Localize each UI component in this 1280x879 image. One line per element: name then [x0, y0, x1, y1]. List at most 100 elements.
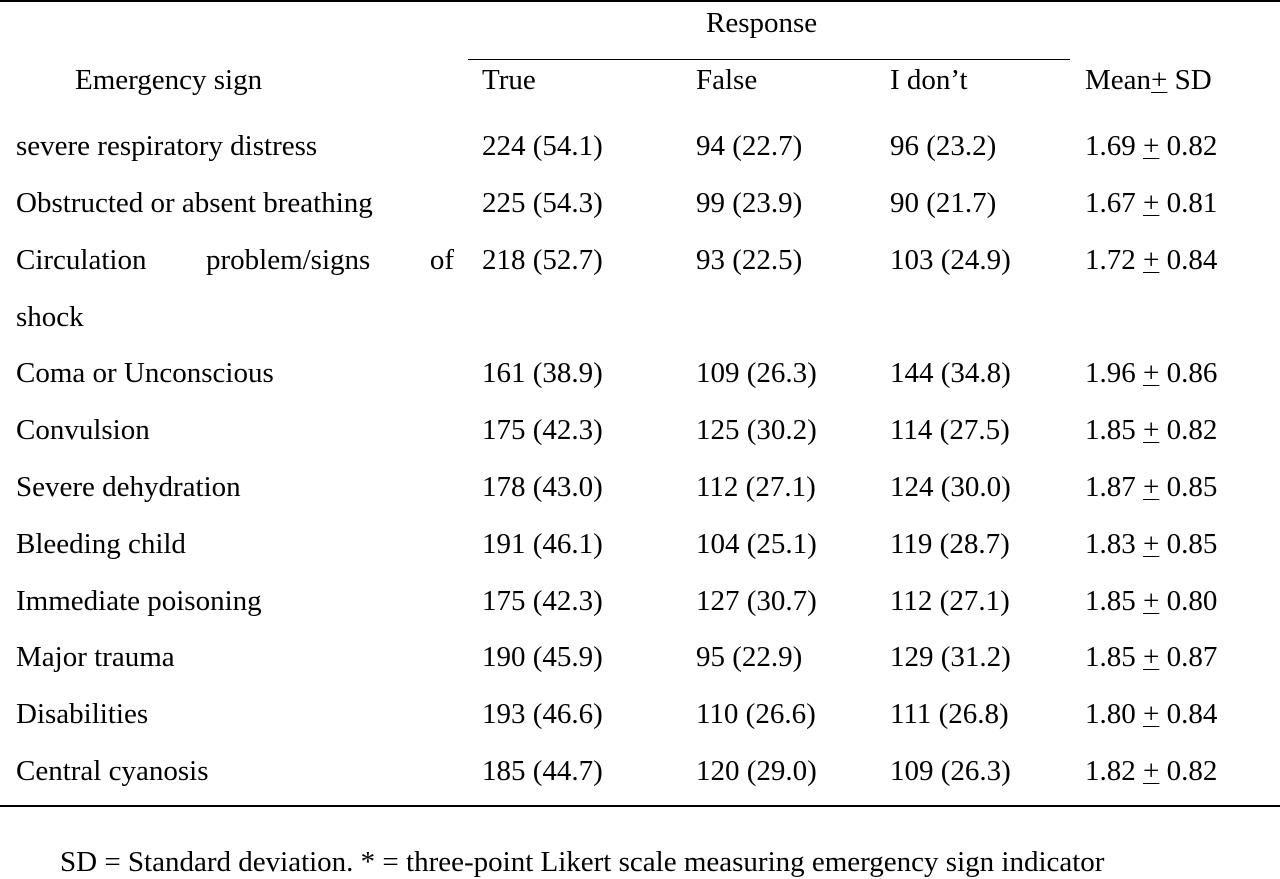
mean-value: 1.87 — [1085, 471, 1136, 503]
mean-sd-cell: 1.67 + 0.81 — [1085, 186, 1217, 220]
plus-minus-symbol: + — [1143, 130, 1160, 162]
mean-value: 1.69 — [1085, 130, 1136, 162]
emergency-sign-cell: Disabilities — [16, 698, 149, 730]
emergency-sign-cell: Bleeding child — [16, 528, 186, 560]
plus-minus-symbol: + — [1143, 755, 1160, 787]
mean-sd-cell: 1.82 + 0.82 — [1085, 754, 1217, 788]
mean-sd-cell: 1.85 + 0.82 — [1085, 413, 1217, 447]
table-row: Central cyanosis 185 (44.7) 120 (29.0) 109 … — [0, 754, 1280, 811]
emergency-sign-cell: Major trauma — [16, 641, 175, 673]
emergency-sign-cell: Obstructed or absent breathing — [16, 187, 373, 219]
plus-minus-symbol: + — [1143, 414, 1160, 446]
idk-count-cell: 90 (21.7) — [890, 187, 997, 219]
table-row: severe respiratory distress 224 (54.1) 94 … — [0, 129, 1280, 186]
mean-sd-cell: 1.80 + 0.84 — [1085, 697, 1217, 731]
false-count-cell: 93 (22.5) — [696, 244, 803, 276]
idk-header: I don’t — [890, 64, 968, 96]
false-header: False — [696, 64, 758, 96]
sd-value: 0.82 — [1166, 414, 1218, 446]
sd-value: 0.86 — [1166, 357, 1218, 389]
true-count-cell: 193 (46.6) — [482, 698, 603, 730]
table-row: Disabilities 193 (46.6) 110 (26.6) 111 (26.… — [0, 697, 1280, 754]
false-count-cell: 99 (23.9) — [696, 187, 803, 219]
true-header: True — [482, 64, 536, 96]
emergency-sign-cell: Coma or Unconscious — [16, 357, 274, 389]
false-count-cell: 125 (30.2) — [696, 414, 817, 446]
mean-value: 1.67 — [1085, 187, 1136, 219]
mean-sd-cell: 1.96 + 0.86 — [1085, 356, 1217, 390]
mean-sd-header: Mean+ SD — [1085, 63, 1212, 97]
idk-count-cell: 96 (23.2) — [890, 130, 997, 162]
plus-minus-symbol: + — [1151, 64, 1168, 96]
idk-count-cell: 114 (27.5) — [890, 414, 1010, 446]
mean-sd-cell: 1.72 + 0.84 — [1085, 243, 1217, 277]
mean-value: 1.80 — [1085, 698, 1136, 730]
sd-value: 0.82 — [1166, 755, 1218, 787]
mean-sd-cell: 1.85 + 0.80 — [1085, 584, 1217, 618]
idk-count-cell: 124 (30.0) — [890, 471, 1011, 503]
true-count-cell: 191 (46.1) — [482, 528, 603, 560]
table-row: Coma or Unconscious 161 (38.9) 109 (26.3) 1… — [0, 356, 1280, 413]
mean-sd-cell: 1.69 + 0.82 — [1085, 129, 1217, 163]
emergency-sign-cell: Severe dehydration — [16, 471, 241, 503]
idk-count-cell: 103 (24.9) — [890, 244, 1011, 276]
mean-value: 1.72 — [1085, 244, 1136, 276]
plus-minus-symbol: + — [1143, 641, 1160, 673]
response-header-rule — [468, 59, 1070, 60]
sign-word: Circulation — [16, 244, 147, 276]
true-count-cell: 161 (38.9) — [482, 357, 603, 389]
plus-minus-symbol: + — [1143, 528, 1160, 560]
false-count-cell: 110 (26.6) — [696, 698, 816, 730]
true-count-cell: 190 (45.9) — [482, 641, 603, 673]
true-count-cell: 178 (43.0) — [482, 471, 603, 503]
table-row: Severe dehydration 178 (43.0) 112 (27.1) 12… — [0, 470, 1280, 527]
idk-count-cell: 111 (26.8) — [890, 698, 1009, 730]
mean-sd-cell: 1.87 + 0.85 — [1085, 470, 1217, 504]
idk-count-cell: 129 (31.2) — [890, 641, 1011, 673]
sd-value: 0.84 — [1166, 698, 1218, 730]
sd-value: 0.84 — [1166, 244, 1218, 276]
table-row: Convulsion 175 (42.3) 125 (30.2) 114 (27.5)… — [0, 413, 1280, 470]
emergency-sign-cell: Circulation problem/signs of — [16, 243, 454, 277]
sd-value: 0.85 — [1166, 528, 1218, 560]
mean-sd-cell: 1.83 + 0.85 — [1085, 527, 1217, 561]
sign-word: of — [429, 244, 454, 276]
sd-label: SD — [1167, 64, 1212, 96]
table-row: Immediate poisoning 175 (42.3) 127 (30.7) 1… — [0, 584, 1280, 641]
table-top-rule — [0, 0, 1280, 2]
table-row: Major trauma 190 (45.9) 95 (22.9) 129 (31.2… — [0, 640, 1280, 697]
false-count-cell: 95 (22.9) — [696, 641, 803, 673]
true-count-cell: 224 (54.1) — [482, 130, 603, 162]
idk-count-cell: 112 (27.1) — [890, 585, 1010, 617]
false-count-cell: 112 (27.1) — [696, 471, 816, 503]
plus-minus-symbol: + — [1143, 187, 1160, 219]
mean-value: 1.85 — [1085, 414, 1136, 446]
table-row: Circulation problem/signs of shock 218 (52.7… — [0, 243, 1280, 333]
plus-minus-symbol: + — [1143, 698, 1160, 730]
false-count-cell: 104 (25.1) — [696, 528, 817, 560]
false-count-cell: 120 (29.0) — [696, 755, 817, 787]
sd-value: 0.87 — [1166, 641, 1218, 673]
mean-sd-cell: 1.85 + 0.87 — [1085, 640, 1217, 674]
sd-value: 0.81 — [1166, 187, 1218, 219]
table-row: Obstructed or absent breathing 225 (54.3)… — [0, 186, 1280, 243]
plus-minus-symbol: + — [1143, 471, 1160, 503]
response-header: Response — [706, 7, 818, 39]
mean-value: 1.82 — [1085, 755, 1136, 787]
false-count-cell: 109 (26.3) — [696, 357, 817, 389]
true-count-cell: 175 (42.3) — [482, 585, 603, 617]
false-count-cell: 127 (30.7) — [696, 585, 817, 617]
emergency-sign-cell: Central cyanosis — [16, 755, 209, 787]
true-count-cell: 175 (42.3) — [482, 414, 603, 446]
mean-value: 1.83 — [1085, 528, 1136, 560]
plus-minus-symbol: + — [1143, 244, 1160, 276]
emergency-sign-cell: Immediate poisoning — [16, 585, 262, 617]
mean-value: 1.85 — [1085, 585, 1136, 617]
emergency-sign-cell: Convulsion — [16, 414, 150, 446]
idk-count-cell: 144 (34.8) — [890, 357, 1011, 389]
table-bottom-rule — [0, 805, 1280, 807]
mean-value: 1.85 — [1085, 641, 1136, 673]
false-count-cell: 94 (22.7) — [696, 130, 803, 162]
plus-minus-symbol: + — [1143, 585, 1160, 617]
true-count-cell: 218 (52.7) — [482, 244, 603, 276]
